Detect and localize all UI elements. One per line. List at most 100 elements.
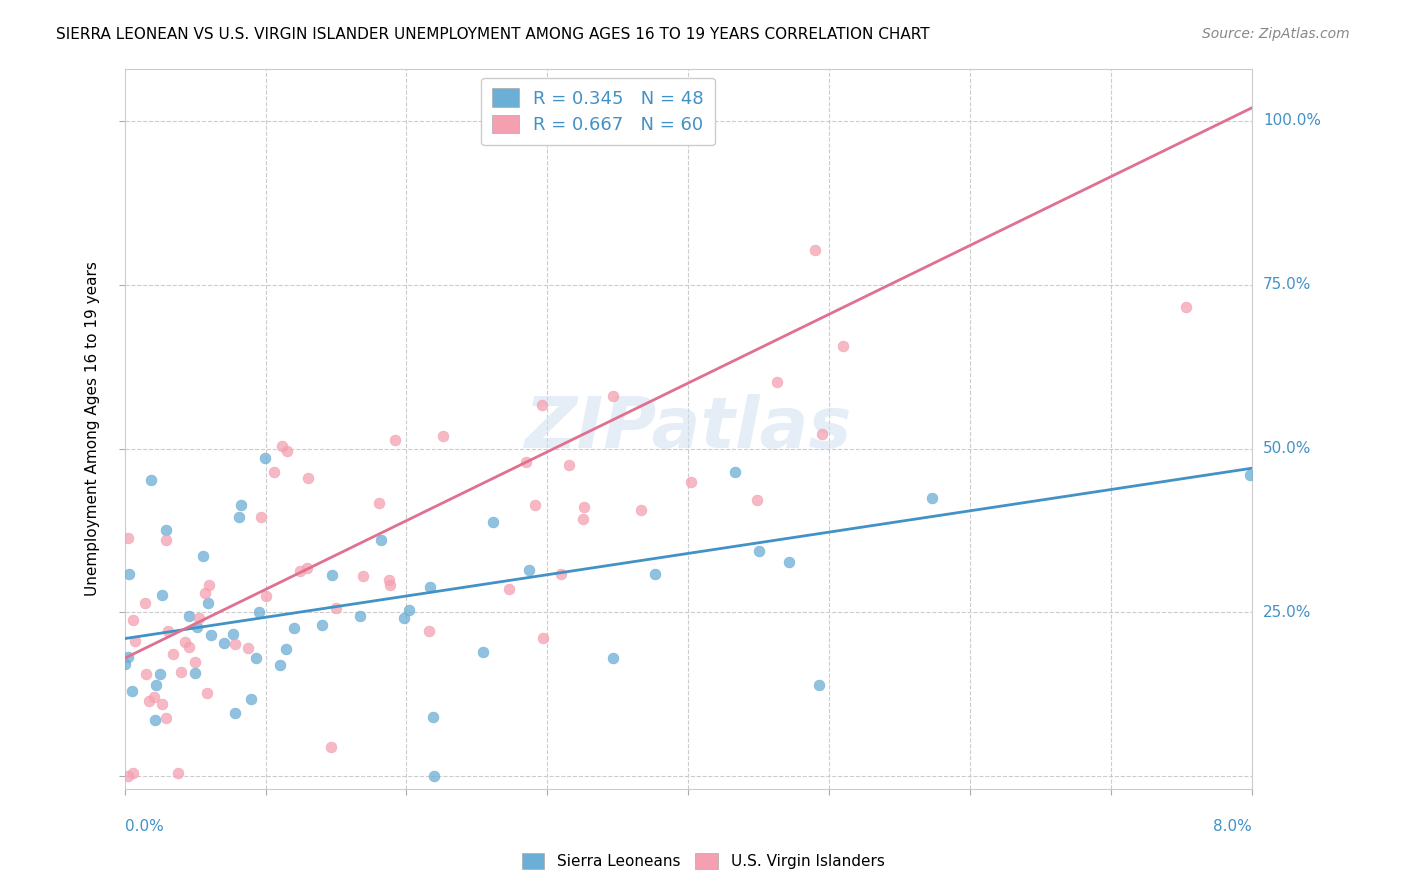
Point xyxy=(138,694,160,708)
Point xyxy=(367,496,389,510)
Legend: R = 0.345   N = 48, R = 0.667   N = 60: R = 0.345 N = 48, R = 0.667 N = 60 xyxy=(481,78,714,145)
Point xyxy=(122,613,145,627)
Point xyxy=(602,388,624,402)
Point xyxy=(270,439,292,453)
Point xyxy=(471,644,494,658)
Point xyxy=(766,375,789,389)
Point xyxy=(432,428,454,442)
Point xyxy=(114,657,136,671)
Legend: Sierra Leoneans, U.S. Virgin Islanders: Sierra Leoneans, U.S. Virgin Islanders xyxy=(516,847,890,875)
Point xyxy=(422,710,444,724)
Point xyxy=(149,666,172,681)
Text: 8.0%: 8.0% xyxy=(1213,819,1251,834)
Point xyxy=(748,544,770,558)
Point xyxy=(134,596,156,610)
Point xyxy=(124,634,146,648)
Point xyxy=(191,549,214,564)
Point xyxy=(524,498,547,512)
Point xyxy=(122,765,145,780)
Point xyxy=(118,567,141,582)
Point xyxy=(778,555,800,569)
Point xyxy=(135,667,157,681)
Text: 100.0%: 100.0% xyxy=(1263,113,1322,128)
Point xyxy=(295,561,318,575)
Point xyxy=(644,566,666,581)
Point xyxy=(145,678,167,692)
Point xyxy=(418,624,440,638)
Point xyxy=(832,339,855,353)
Text: 75.0%: 75.0% xyxy=(1263,277,1312,293)
Point xyxy=(392,611,415,625)
Point xyxy=(349,609,371,624)
Point xyxy=(228,510,250,524)
Point xyxy=(352,569,374,583)
Point xyxy=(290,564,312,578)
Text: 25.0%: 25.0% xyxy=(1263,605,1312,620)
Point xyxy=(143,713,166,727)
Point xyxy=(321,567,343,582)
Point xyxy=(254,589,277,603)
Point xyxy=(177,640,200,654)
Point xyxy=(498,582,520,596)
Point xyxy=(398,603,420,617)
Point xyxy=(530,398,553,412)
Text: ZIPatlas: ZIPatlas xyxy=(524,394,852,464)
Y-axis label: Unemployment Among Ages 16 to 19 years: Unemployment Among Ages 16 to 19 years xyxy=(86,261,100,597)
Point xyxy=(187,611,209,625)
Point xyxy=(117,531,139,545)
Point xyxy=(681,475,703,489)
Point xyxy=(121,683,143,698)
Point xyxy=(921,491,943,505)
Point xyxy=(197,596,219,610)
Point xyxy=(195,686,218,700)
Point xyxy=(311,617,333,632)
Point xyxy=(174,635,197,649)
Point xyxy=(162,647,184,661)
Point xyxy=(170,665,193,679)
Point xyxy=(1175,300,1198,314)
Point xyxy=(247,605,270,619)
Text: SIERRA LEONEAN VS U.S. VIRGIN ISLANDER UNEMPLOYMENT AMONG AGES 16 TO 19 YEARS CO: SIERRA LEONEAN VS U.S. VIRGIN ISLANDER U… xyxy=(56,27,929,42)
Point xyxy=(245,651,267,665)
Point xyxy=(724,465,747,479)
Point xyxy=(572,512,595,526)
Point xyxy=(224,636,246,650)
Point xyxy=(236,641,259,656)
Point xyxy=(150,697,173,711)
Point xyxy=(630,503,652,517)
Point xyxy=(240,692,263,706)
Point xyxy=(384,433,406,447)
Point xyxy=(1239,467,1261,482)
Point xyxy=(572,500,595,514)
Point xyxy=(325,600,347,615)
Point xyxy=(249,510,271,524)
Point xyxy=(811,427,834,442)
Point xyxy=(194,586,217,600)
Point xyxy=(117,650,139,665)
Point xyxy=(200,628,222,642)
Point xyxy=(482,515,505,529)
Point xyxy=(263,465,285,479)
Point xyxy=(184,666,207,681)
Point xyxy=(212,635,235,649)
Text: 0.0%: 0.0% xyxy=(125,819,163,834)
Point xyxy=(224,706,246,720)
Point xyxy=(183,656,205,670)
Point xyxy=(186,620,208,634)
Point xyxy=(150,588,173,602)
Point xyxy=(231,498,253,512)
Point xyxy=(117,769,139,783)
Point xyxy=(515,455,537,469)
Point xyxy=(155,711,177,725)
Point xyxy=(156,624,179,638)
Point xyxy=(550,567,572,582)
Point xyxy=(531,631,554,645)
Point xyxy=(745,493,768,508)
Point xyxy=(602,650,624,665)
Point xyxy=(276,443,298,458)
Point xyxy=(804,244,827,258)
Point xyxy=(297,471,319,485)
Point xyxy=(198,578,221,592)
Text: 50.0%: 50.0% xyxy=(1263,441,1312,456)
Point xyxy=(274,642,297,657)
